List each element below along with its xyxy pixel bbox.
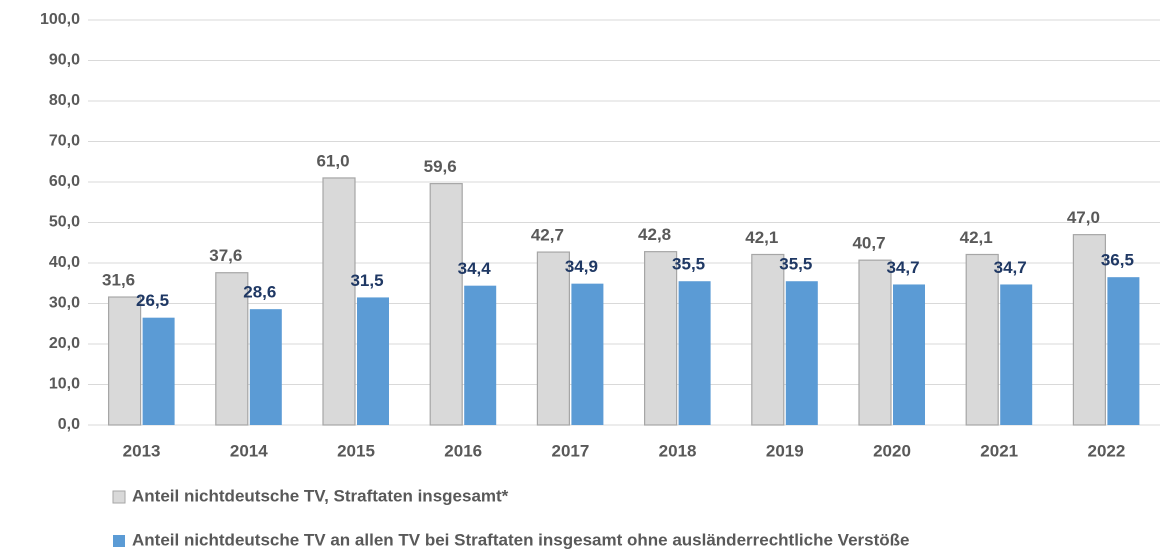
bar xyxy=(751,253,785,426)
bar xyxy=(893,284,925,425)
y-tick-label: 100,0 xyxy=(40,11,80,28)
x-tick-label: 2013 xyxy=(123,441,161,460)
y-tick-label: 0,0 xyxy=(58,416,80,433)
value-label: 34,9 xyxy=(565,257,598,276)
bar xyxy=(464,285,497,425)
value-label: 42,1 xyxy=(960,228,993,247)
x-tick-label: 2020 xyxy=(873,441,911,460)
bar xyxy=(107,296,142,426)
value-label: 34,4 xyxy=(458,259,492,278)
legend-swatch xyxy=(113,535,125,547)
value-label: 28,6 xyxy=(243,283,276,302)
y-tick-label: 10,0 xyxy=(49,376,80,393)
x-tick-label: 2016 xyxy=(444,441,482,460)
value-label: 31,6 xyxy=(102,271,135,290)
x-tick-label: 2022 xyxy=(1087,441,1125,460)
legend-swatch xyxy=(112,490,126,504)
y-tick-label: 30,0 xyxy=(49,295,80,312)
bar xyxy=(142,317,175,425)
x-tick-label: 2021 xyxy=(980,441,1018,460)
bar xyxy=(536,251,571,426)
value-label: 31,5 xyxy=(350,271,383,290)
bar xyxy=(785,281,818,425)
y-tick-label: 70,0 xyxy=(49,133,80,150)
x-tick-label: 2018 xyxy=(659,441,697,460)
bar xyxy=(1107,277,1140,425)
bar xyxy=(1072,234,1107,426)
value-label: 35,5 xyxy=(672,255,705,274)
legend-label: Anteil nichtdeutsche TV an allen TV bei … xyxy=(132,530,909,549)
value-label: 61,0 xyxy=(316,151,349,170)
y-tick-label: 50,0 xyxy=(49,214,80,231)
bar xyxy=(249,309,282,425)
value-label: 37,6 xyxy=(209,246,242,265)
bar xyxy=(643,251,678,426)
x-tick-label: 2019 xyxy=(766,441,804,460)
legend-label: Anteil nichtdeutsche TV, Straftaten insg… xyxy=(132,486,509,505)
value-label: 34,7 xyxy=(886,258,919,277)
y-tick-label: 40,0 xyxy=(49,254,80,271)
bar xyxy=(322,177,356,426)
x-tick-label: 2014 xyxy=(230,441,268,460)
value-label: 40,7 xyxy=(852,234,885,253)
bar xyxy=(1000,284,1033,425)
value-label: 42,1 xyxy=(745,228,778,247)
value-label: 42,8 xyxy=(638,225,671,244)
y-tick-label: 80,0 xyxy=(49,92,80,109)
value-label: 35,5 xyxy=(779,255,812,274)
value-label: 26,5 xyxy=(136,291,169,310)
value-label: 47,0 xyxy=(1067,208,1100,227)
y-tick-label: 60,0 xyxy=(49,173,80,190)
value-label: 42,7 xyxy=(531,226,564,245)
bar xyxy=(215,272,249,426)
x-tick-label: 2015 xyxy=(337,441,375,460)
y-tick-label: 20,0 xyxy=(49,335,80,352)
bar xyxy=(678,281,711,425)
value-label: 59,6 xyxy=(424,157,457,176)
x-tick-label: 2017 xyxy=(551,441,589,460)
value-label: 36,5 xyxy=(1101,251,1134,270)
bar xyxy=(357,297,389,425)
bar xyxy=(571,283,604,425)
bar xyxy=(429,183,463,426)
bar xyxy=(858,259,892,426)
bar xyxy=(965,253,999,426)
y-tick-label: 90,0 xyxy=(49,52,80,69)
value-label: 34,7 xyxy=(994,258,1027,277)
